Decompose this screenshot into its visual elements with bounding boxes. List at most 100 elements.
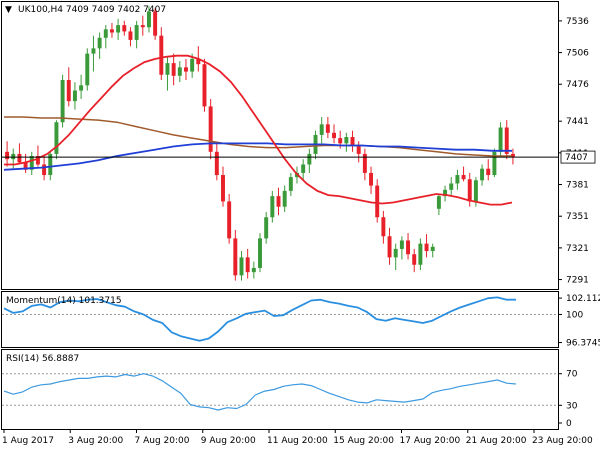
candle — [72, 90, 77, 102]
candle — [48, 153, 53, 176]
momentum-panel-frame — [1, 291, 559, 348]
candle — [480, 168, 485, 181]
x-tick-label: 23 Aug 20:00 — [532, 436, 593, 446]
candle — [467, 179, 472, 202]
candle — [97, 37, 102, 49]
candle — [307, 153, 312, 165]
x-tick-label: 7 Aug 20:00 — [135, 436, 190, 446]
candle — [443, 189, 448, 197]
candle — [184, 67, 188, 72]
candle — [282, 190, 287, 207]
candle — [424, 243, 429, 252]
candle — [375, 185, 380, 218]
sma-200-line — [4, 116, 512, 157]
y-tick-label: 7351 — [566, 212, 589, 222]
candle — [473, 180, 478, 202]
momentum-tick-label: 100 — [566, 310, 583, 320]
price-plot — [2, 6, 558, 281]
rsi-line — [3, 373, 517, 411]
axes: 7536750674767441741173817351732172917407… — [2, 17, 600, 446]
candle — [245, 257, 250, 273]
candle — [165, 63, 170, 75]
candle — [23, 162, 28, 170]
rsi-panel-frame — [1, 349, 559, 430]
candle — [288, 177, 293, 191]
candle — [325, 124, 330, 133]
current-price-box — [560, 150, 596, 164]
y-tick-label: 7291 — [566, 276, 589, 286]
candle — [344, 137, 349, 144]
x-tick-label: 1 Aug 2017 — [2, 436, 54, 446]
candle — [239, 257, 244, 276]
candle — [276, 196, 281, 207]
x-tick-label: 15 Aug 20:00 — [333, 436, 394, 446]
candle — [498, 127, 503, 152]
candle — [233, 238, 238, 276]
candle — [208, 106, 213, 152]
y-tick-label: 7506 — [566, 49, 589, 59]
momentum-line — [3, 296, 516, 342]
collapse-marker[interactable]: ▼ — [5, 5, 12, 15]
candle — [134, 25, 139, 40]
candle — [171, 63, 176, 76]
candle — [449, 183, 454, 190]
momentum-tick-label: 102.1129 — [566, 294, 600, 304]
x-tick-label: 9 Aug 20:00 — [201, 436, 256, 446]
y-tick-label: 7536 — [566, 17, 589, 27]
candle — [122, 25, 127, 32]
candle — [270, 196, 275, 218]
candle — [301, 164, 306, 173]
rsi-plot — [2, 373, 558, 411]
candle — [214, 151, 219, 176]
y-tick-label: 7381 — [566, 181, 589, 191]
candle — [190, 58, 195, 72]
candle — [116, 25, 121, 33]
candle — [418, 243, 423, 265]
y-tick-label: 7476 — [566, 80, 589, 90]
candle — [11, 153, 16, 160]
candle — [387, 236, 392, 258]
sma-20-line — [4, 54, 513, 206]
candle — [5, 151, 10, 160]
candle — [356, 145, 361, 154]
candle — [362, 153, 367, 173]
candle — [393, 248, 398, 258]
rsi-tick-label: 70 — [566, 370, 578, 380]
main-panel-frame — [1, 1, 559, 290]
symbol-header: UK100,H4 7409 7409 7402 7407 — [18, 5, 166, 15]
x-tick-label: 21 Aug 20:00 — [466, 436, 527, 446]
candle — [251, 267, 256, 273]
x-tick-label: 17 Aug 20:00 — [400, 436, 461, 446]
candle — [412, 254, 417, 265]
x-tick-label: 11 Aug 20:00 — [267, 436, 328, 446]
candle — [258, 238, 262, 268]
momentum-tick-label: 96.3745 — [566, 339, 600, 349]
current-price-label: 7407 — [565, 153, 588, 163]
rsi-tick-label: 30 — [566, 401, 578, 411]
candle — [140, 25, 145, 28]
candle — [196, 58, 201, 65]
candle — [159, 35, 164, 75]
candle — [177, 67, 182, 76]
candle — [54, 122, 59, 154]
candle — [35, 156, 40, 165]
candle — [406, 240, 411, 255]
candle — [492, 151, 497, 176]
candle — [221, 175, 225, 202]
candle — [264, 217, 269, 239]
candle — [399, 240, 404, 249]
candle — [504, 127, 509, 154]
candle — [430, 246, 435, 252]
candle — [109, 29, 114, 33]
candle — [486, 168, 491, 176]
sma-100-line — [3, 142, 512, 171]
x-tick-label: 3 Aug 20:00 — [68, 436, 123, 446]
candle — [79, 85, 84, 91]
momentum-plot — [2, 296, 558, 342]
candle — [436, 196, 441, 209]
candle — [29, 156, 34, 170]
candle — [103, 29, 108, 38]
candle — [381, 217, 386, 237]
candle — [227, 201, 232, 239]
